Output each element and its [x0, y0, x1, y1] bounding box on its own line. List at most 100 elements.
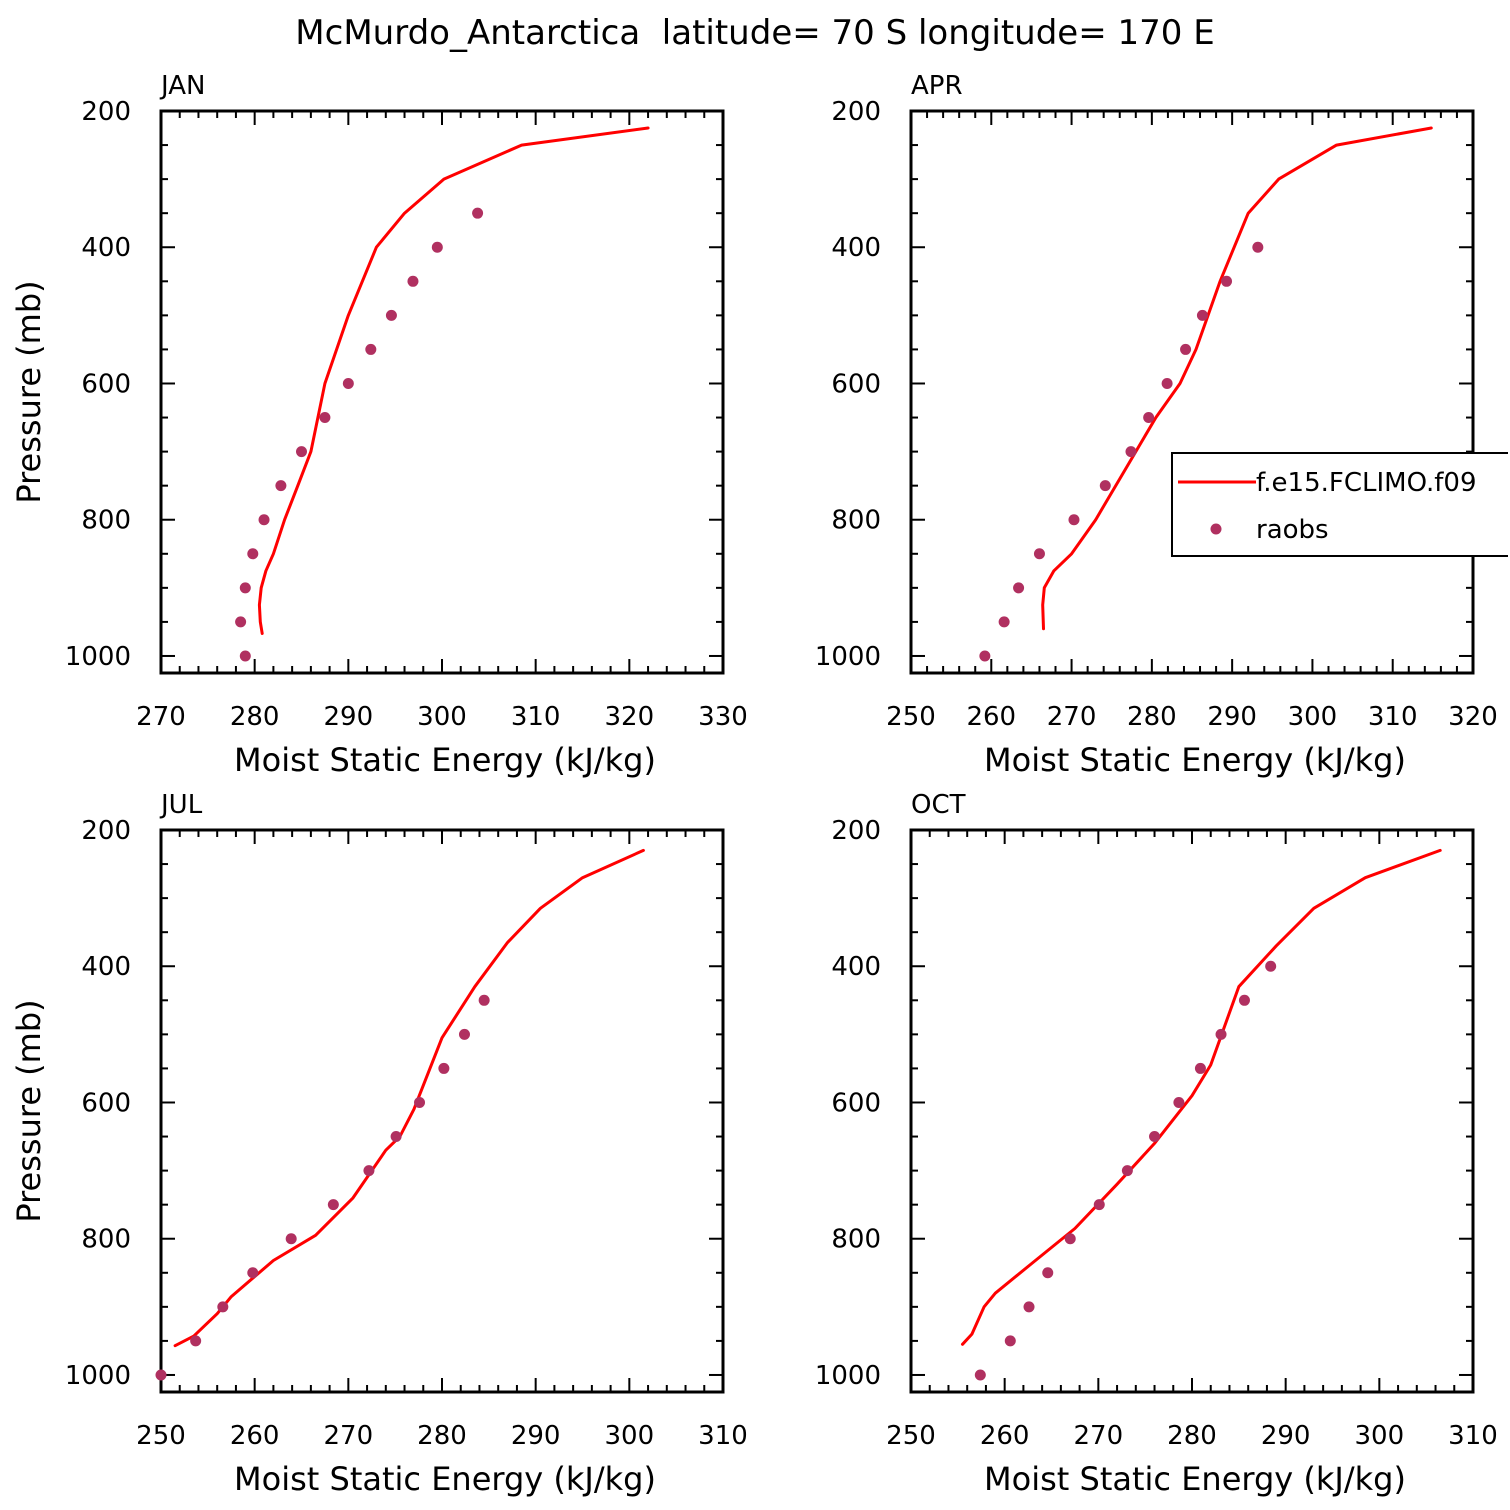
- raobs-point: [327, 1199, 339, 1211]
- x-tick-label: 260: [980, 1421, 1030, 1451]
- x-tick-label: 250: [136, 1421, 186, 1451]
- raobs-point: [478, 994, 490, 1006]
- x-axis-label: Moist Static Energy (kJ/kg): [234, 1460, 656, 1498]
- x-tick-label: 320: [1448, 702, 1498, 732]
- plot-frame: [909, 109, 1475, 675]
- raobs-point: [1215, 1028, 1227, 1040]
- panel-apr: 250 260 270 280 290 300 310 320 200 400 600 800 1000…: [815, 71, 1498, 779]
- legend-marker-swatch: [1210, 523, 1222, 535]
- y-tick-label: 600: [81, 369, 131, 399]
- panel-oct: 250 260 270 280 290 300 310 200 400 600 800 1000 OCT…: [815, 790, 1498, 1498]
- x-tick-label: 310: [698, 1421, 748, 1451]
- raobs-point: [1143, 412, 1155, 424]
- y-tick-label: 1000: [65, 642, 131, 672]
- x-tick-label: 290: [1261, 1421, 1311, 1451]
- x-tick-label: 250: [886, 1421, 936, 1451]
- raobs-point: [390, 1131, 402, 1143]
- panel-label: JUL: [159, 790, 203, 820]
- y-tick-label: 1000: [65, 1361, 131, 1391]
- raobs-point: [319, 412, 331, 424]
- raobs-point: [1033, 548, 1045, 560]
- y-tick-label: 1000: [815, 1361, 881, 1391]
- raobs-point: [155, 1369, 167, 1381]
- y-tick-label: 600: [831, 1088, 881, 1118]
- legend-label-model: f.e15.FCLIMO.f09: [1256, 468, 1476, 498]
- raobs-point: [1004, 1335, 1016, 1347]
- x-tick-label: 330: [698, 702, 748, 732]
- raobs-point: [235, 616, 247, 628]
- raobs-point: [1238, 994, 1250, 1006]
- raobs-point: [431, 241, 443, 253]
- raobs-point: [1149, 1131, 1161, 1143]
- raobs-point: [1161, 377, 1173, 389]
- x-tick-label: 250: [886, 702, 936, 732]
- y-axis-label: Pressure (mb): [10, 999, 48, 1222]
- plot-frame: [159, 828, 725, 1394]
- y-tick-label: 200: [831, 97, 881, 127]
- model-profile-line: [1041, 126, 1433, 631]
- raobs-point: [385, 309, 397, 321]
- x-axis-label: Moist Static Energy (kJ/kg): [984, 1460, 1406, 1498]
- raobs-point: [285, 1233, 297, 1245]
- y-tick-label: 400: [81, 952, 131, 982]
- raobs-point: [998, 616, 1010, 628]
- x-tick-label: 280: [1127, 702, 1177, 732]
- panel-jan: 270 280 290 300 310 320 330 200 400 600 800 1000 JAN…: [10, 71, 748, 779]
- x-tick-label: 270: [1074, 1421, 1124, 1451]
- raobs-point: [1252, 241, 1264, 253]
- raobs-point: [239, 650, 251, 662]
- x-tick-label: 270: [324, 1421, 374, 1451]
- raobs-point: [296, 446, 307, 458]
- raobs-point: [1173, 1096, 1185, 1108]
- figure-title: McMurdo_Antarctica latitude= 70 S longit…: [295, 13, 1214, 53]
- x-tick-label: 290: [511, 1421, 561, 1451]
- y-tick-label: 600: [81, 1088, 131, 1118]
- y-tick-label: 800: [831, 1225, 881, 1255]
- raobs-point: [974, 1369, 986, 1381]
- y-tick-label: 800: [81, 1225, 131, 1255]
- panels-group: 270 280 290 300 310 320 330 200 400 600 800 1000 JAN…: [10, 71, 1498, 1498]
- legend-label-raobs: raobs: [1256, 515, 1329, 545]
- y-tick-label: 800: [831, 506, 881, 536]
- raobs-point: [247, 548, 259, 560]
- x-tick-label: 300: [1288, 702, 1338, 732]
- raobs-point: [1196, 309, 1208, 321]
- x-tick-label: 310: [511, 702, 561, 732]
- x-tick-label: 280: [417, 1421, 467, 1451]
- raobs-point: [1013, 582, 1025, 594]
- legend: f.e15.FCLIMO.f09 raobs: [1171, 452, 1508, 557]
- x-tick-label: 270: [1047, 702, 1097, 732]
- y-axis-label: Pressure (mb): [10, 280, 48, 503]
- x-tick-label: 300: [417, 702, 467, 732]
- raobs-point: [438, 1062, 450, 1074]
- y-tick-label: 200: [831, 816, 881, 846]
- raobs-point: [1064, 1233, 1076, 1245]
- y-tick-label: 200: [81, 97, 131, 127]
- model-profile-line: [961, 848, 1442, 1346]
- y-tick-label: 400: [831, 233, 881, 263]
- raobs-point: [363, 1165, 375, 1177]
- x-axis-label: Moist Static Energy (kJ/kg): [234, 741, 656, 779]
- raobs-point: [979, 650, 991, 662]
- y-tick-label: 1000: [815, 642, 881, 672]
- panel-jul: 250 260 270 280 290 300 310 200 400 600 800 1000 JUL…: [10, 790, 748, 1498]
- x-axis-label: Moist Static Energy (kJ/kg): [984, 741, 1406, 779]
- raobs-point: [190, 1335, 202, 1347]
- raobs-point: [1194, 1062, 1206, 1074]
- legend-box: [1171, 452, 1508, 557]
- y-tick-label: 400: [81, 233, 131, 263]
- y-tick-label: 200: [81, 816, 131, 846]
- x-tick-label: 300: [1355, 1421, 1405, 1451]
- raobs-point: [217, 1301, 229, 1313]
- raobs-point: [247, 1267, 259, 1279]
- raobs-point: [1023, 1301, 1035, 1313]
- y-tick-label: 600: [831, 369, 881, 399]
- panel-label: OCT: [911, 790, 966, 820]
- raobs-point: [365, 343, 377, 355]
- raobs-point: [258, 514, 270, 526]
- x-tick-label: 280: [230, 702, 280, 732]
- panel-label: JAN: [159, 71, 205, 101]
- x-tick-label: 310: [1368, 702, 1418, 732]
- raobs-point: [239, 582, 251, 594]
